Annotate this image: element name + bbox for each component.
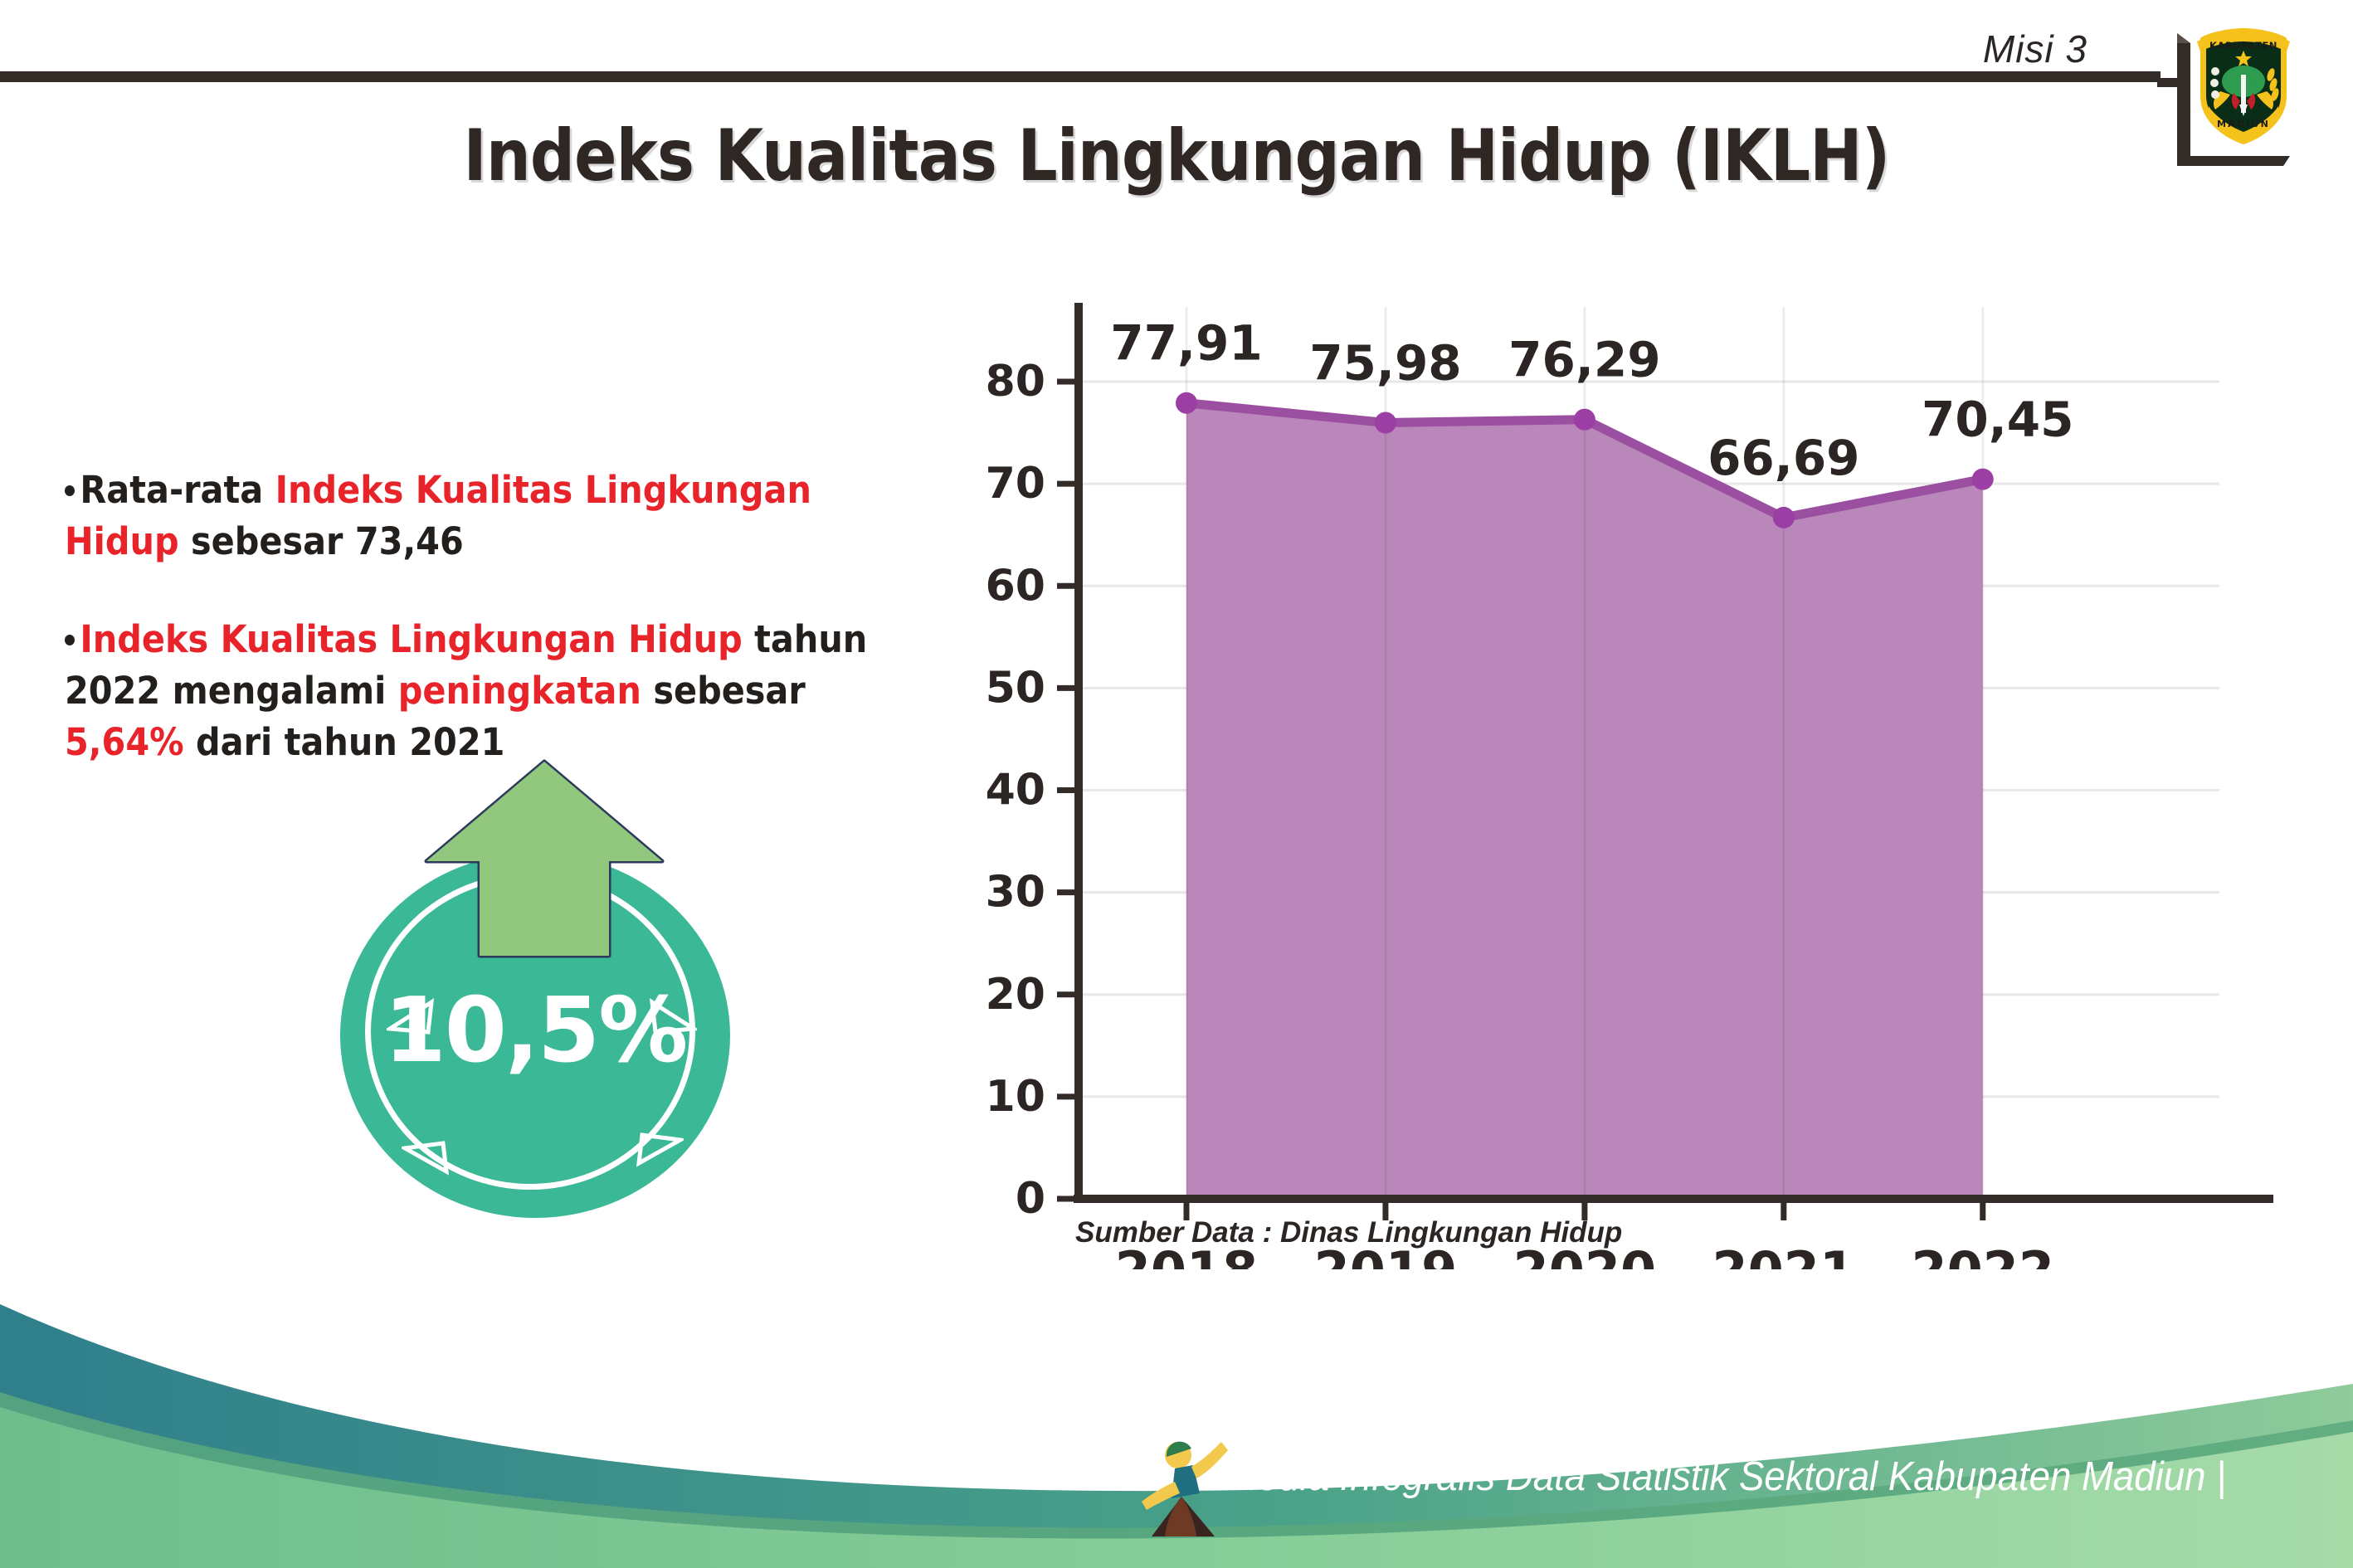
bullet-dot-icon <box>65 634 75 645</box>
badge-tick-top-right-icon <box>649 998 697 1035</box>
y-tick-label: 20 <box>986 970 1045 1020</box>
misi-label: Misi 3 <box>1982 27 2087 71</box>
chart-area-fill <box>1186 402 1983 1199</box>
arrow-up-icon <box>424 759 665 958</box>
y-tick-label: 0 <box>1016 1174 1045 1224</box>
bullet-item-1: Indeks Kualitas Lingkungan Hidup tahun 2… <box>65 614 897 768</box>
chart-data-labels: 77,91 75,98 76,29 66,69 70,45 <box>1110 315 2073 486</box>
chart-y-tick-labels: 0 10 20 30 40 50 60 70 80 <box>986 357 1045 1224</box>
bullet-highlight-text: peningkatan <box>397 669 641 713</box>
bullet-plain-text: Rata-rata <box>80 468 275 512</box>
increase-badge: 10,5% <box>322 747 770 1218</box>
bullet-dot-icon <box>65 485 75 496</box>
chart-vertical-gridlines <box>1185 307 1985 1199</box>
bullet-plain-text: dari tahun 2021 <box>183 720 505 765</box>
chart-axes <box>1057 303 2273 1220</box>
badge-tick-top-left-icon <box>387 998 435 1035</box>
y-tick-label: 70 <box>986 459 1045 509</box>
bullet-text-0: Rata-rata Indeks Kualitas Lingkungan Hid… <box>65 468 811 563</box>
chart-markers <box>1176 392 1994 528</box>
data-point-label: 70,45 <box>1922 392 2073 448</box>
y-tick-label: 10 <box>986 1072 1045 1122</box>
badge-percent-value: 10,5% <box>383 979 689 1083</box>
x-tick-label: 2021 <box>1712 1240 1856 1269</box>
y-tick-label: 30 <box>986 868 1045 918</box>
bullet-highlight-text: 5,64% <box>65 720 184 765</box>
svg-text:KABUPATEN: KABUPATEN <box>2209 40 2277 51</box>
data-point-label: 76,29 <box>1508 332 1660 388</box>
x-tick-label: 2018 <box>1115 1240 1259 1269</box>
header-divider-rule <box>0 71 2161 82</box>
kabupaten-madiun-seal-logo: KABUPATEN MADIUN <box>2197 28 2290 144</box>
y-tick-label: 40 <box>986 766 1045 816</box>
x-tick-label: 2019 <box>1314 1240 1458 1269</box>
chart-canvas: 0 10 20 30 40 50 60 70 80 2018 2019 2020 2021 2022 7… <box>986 303 2273 1269</box>
badge-tick-bottom-left-icon <box>402 1141 450 1176</box>
bullet-text-1: Indeks Kualitas Lingkungan Hidup tahun 2… <box>65 617 867 764</box>
svg-text:MADIUN: MADIUN <box>2217 119 2270 129</box>
data-point-label: 77,91 <box>1110 315 1262 372</box>
source-note: Sumber Data : Dinas Lingkungan Hidup <box>1075 1216 1623 1249</box>
badge-tick-bottom-right-icon <box>636 1132 684 1167</box>
x-tick-label: 2020 <box>1513 1240 1657 1269</box>
bullet-plain-text: sebesar 73,46 <box>178 519 464 564</box>
bullet-highlight-text: Indeks Kualitas Lingkungan Hidup <box>65 468 811 564</box>
chart-x-tick-labels: 2018 2019 2020 2021 2022 <box>1115 1240 2054 1269</box>
footer-caption: Media Infografis Data Statistik Sektoral… <box>1226 1454 2226 1499</box>
data-point-label: 75,98 <box>1309 334 1461 391</box>
bullet-list: Rata-rata Indeks Kualitas Lingkungan Hid… <box>65 465 969 815</box>
bullet-plain-text: tahun 2022 mengalami <box>65 617 868 713</box>
y-tick-label: 50 <box>986 663 1045 713</box>
bullet-highlight-text: Indeks Kualitas Lingkungan Hidup <box>80 617 743 662</box>
footer-wave-decoration <box>0 1304 2353 1568</box>
header-corner-bracket-icon <box>2157 33 2290 166</box>
bullet-plain-text: sebesar <box>641 669 806 713</box>
mascot-figure-icon <box>1142 1441 1228 1536</box>
page-title: Indeks Kualitas Lingkungan Hidup (IKLH) <box>463 114 1891 197</box>
data-point-label: 66,69 <box>1708 430 1859 486</box>
iklh-area-chart: 0 10 20 30 40 50 60 70 80 2018 2019 2020 2021 2022 7… <box>954 274 2282 1269</box>
y-tick-label: 80 <box>986 357 1045 407</box>
bullet-item-0: Rata-rata Indeks Kualitas Lingkungan Hid… <box>65 465 897 567</box>
x-tick-label: 2022 <box>1911 1240 2054 1269</box>
y-tick-label: 60 <box>986 561 1045 611</box>
